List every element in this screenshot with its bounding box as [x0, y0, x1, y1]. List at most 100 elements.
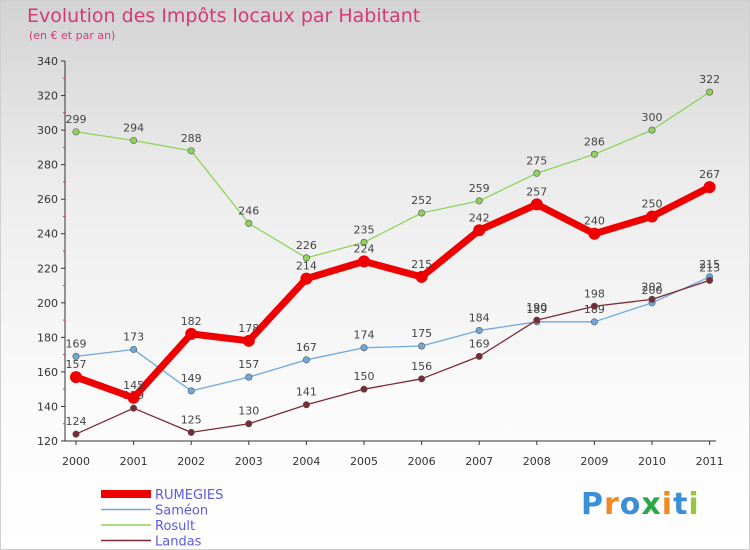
data-point [185, 327, 198, 340]
y-tick-label: 120 [37, 435, 58, 448]
data-point [360, 238, 368, 246]
data-label: 213 [699, 261, 720, 274]
x-tick-label: 2004 [292, 455, 320, 468]
y-tick-label: 180 [37, 331, 58, 344]
data-point [187, 147, 195, 155]
logo-letter: t [673, 487, 689, 522]
data-label: 246 [238, 204, 259, 217]
data-point [590, 302, 598, 310]
data-label: 190 [526, 301, 547, 314]
data-point [418, 209, 426, 217]
legend-label: Landas [155, 535, 202, 550]
data-point [302, 356, 310, 364]
series-line-rumegies [72, 183, 714, 402]
data-label: 215 [411, 258, 432, 271]
data-point [703, 181, 716, 194]
y-tick-label: 200 [37, 297, 58, 310]
x-tick-label: 2007 [465, 455, 493, 468]
data-label: 125 [181, 413, 202, 426]
data-point [588, 227, 601, 240]
x-tick-label: 2003 [235, 455, 263, 468]
data-label: 174 [354, 329, 375, 342]
data-point [590, 318, 598, 326]
x-tick-label: 2001 [120, 455, 148, 468]
data-point [130, 404, 138, 412]
data-label: 299 [66, 113, 87, 126]
data-point [127, 391, 140, 404]
y-tick-label: 160 [37, 366, 58, 379]
logo-letter: i [661, 487, 674, 522]
x-tick-label: 2010 [638, 455, 666, 468]
data-label: 300 [642, 111, 663, 124]
data-point [130, 345, 138, 353]
logo-letter: o [619, 487, 642, 522]
data-label: 250 [642, 197, 663, 210]
data-label: 130 [238, 405, 259, 418]
data-point [475, 352, 483, 360]
data-point [648, 126, 656, 134]
data-label: 215 [699, 258, 720, 271]
data-label: 167 [296, 341, 317, 354]
legend-label: Saméon [155, 504, 208, 519]
data-point [533, 316, 541, 324]
data-point [245, 373, 253, 381]
proxiti-logo: Proxiti [581, 487, 700, 522]
data-point [418, 342, 426, 350]
data-point [245, 219, 253, 227]
data-point [475, 197, 483, 205]
data-label: 124 [66, 415, 87, 428]
data-label: 149 [181, 372, 202, 385]
logo-letter: x [641, 487, 662, 522]
data-point [70, 371, 82, 384]
data-label: 322 [699, 73, 720, 86]
y-tick-label: 140 [37, 400, 58, 413]
data-label: 157 [238, 358, 259, 371]
data-label: 182 [181, 315, 202, 328]
data-label: 200 [642, 284, 663, 297]
chart-subtitle: (en € et par an) [29, 29, 116, 42]
data-label: 198 [584, 287, 605, 300]
data-label: 150 [354, 370, 375, 383]
data-point [415, 270, 428, 283]
logo-letter: r [604, 487, 620, 522]
data-point [187, 387, 195, 395]
data-label: 184 [469, 311, 490, 324]
logo-letter: P [581, 487, 604, 522]
legend-label: Rosult [155, 519, 195, 534]
data-point [646, 210, 658, 223]
data-point [706, 88, 714, 96]
x-tick-label: 2000 [62, 455, 90, 468]
legend-label: RUMEGIES [155, 488, 223, 503]
data-point [706, 276, 714, 284]
data-label: 214 [296, 260, 317, 273]
series-line-rosult [75, 91, 711, 259]
data-label: 202 [642, 280, 663, 293]
x-tick-label: 2008 [523, 455, 551, 468]
data-point [360, 385, 368, 393]
data-label: 242 [469, 211, 490, 224]
data-point [130, 136, 138, 144]
data-point [475, 326, 483, 334]
data-label: 286 [584, 135, 605, 148]
y-tick-label: 280 [37, 159, 58, 172]
y-tick-label: 320 [37, 90, 58, 103]
data-label: 240 [584, 215, 605, 228]
data-point [473, 224, 486, 237]
data-label: 257 [526, 185, 547, 198]
data-label: 157 [66, 358, 87, 371]
data-label: 156 [411, 360, 432, 373]
data-label: 141 [296, 386, 317, 399]
data-point [72, 430, 80, 438]
data-label: 189 [526, 303, 547, 316]
data-point [187, 428, 195, 436]
x-tick-label: 2005 [350, 455, 378, 468]
x-tick-label: 2011 [696, 455, 724, 468]
y-tick-label: 260 [37, 193, 58, 206]
data-point [72, 352, 80, 360]
x-tick-label: 2009 [580, 455, 608, 468]
series-line-saméon [75, 276, 711, 392]
data-point [242, 334, 255, 347]
data-label: 275 [526, 154, 547, 167]
